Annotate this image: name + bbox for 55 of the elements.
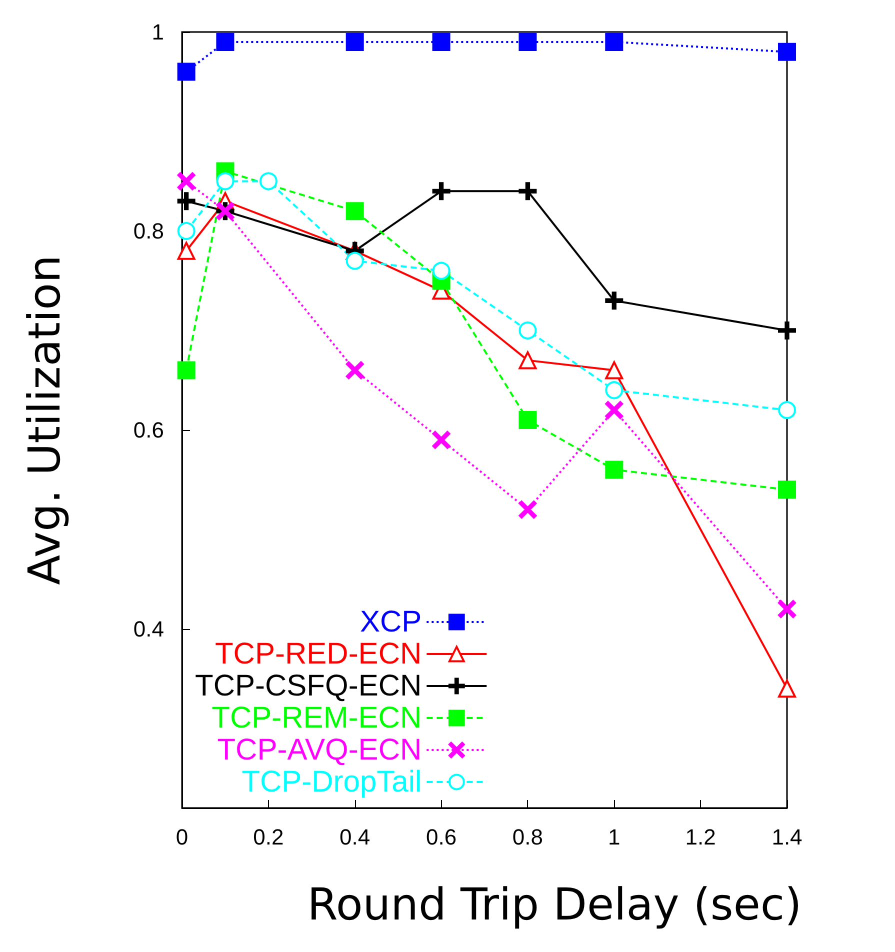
- legend-label: TCP-REM-ECN: [212, 702, 422, 734]
- point: [605, 381, 624, 400]
- x-axis-title: Round Trip Delay (sec): [307, 880, 802, 930]
- point: [518, 351, 537, 370]
- point: [346, 202, 364, 220]
- point: [346, 361, 364, 380]
- point: [259, 172, 278, 190]
- point: [216, 172, 234, 190]
- point: [518, 32, 537, 51]
- x-tick-label: 0.8: [512, 824, 544, 850]
- point: [605, 401, 624, 420]
- x-tick-label: 1.4: [772, 824, 802, 850]
- y-tick-label: 0.8: [133, 218, 164, 244]
- x-tick-label: 0.2: [253, 824, 284, 850]
- legend-label: TCP-AVQ-ECN: [217, 734, 422, 766]
- point: [346, 32, 364, 51]
- x-tick-label: 0.4: [340, 824, 370, 850]
- point: [518, 500, 537, 519]
- point: [177, 192, 196, 210]
- point: [216, 32, 234, 51]
- y-tick-label: 0.6: [133, 417, 164, 442]
- legend-label: TCP-CSFQ-ECN: [195, 670, 422, 702]
- point: [605, 292, 624, 310]
- point: [177, 222, 196, 240]
- point: [518, 411, 537, 429]
- legend-label: TCP-RED-ECN: [214, 638, 422, 670]
- point: [432, 32, 450, 51]
- point: [778, 321, 796, 340]
- x-tick-label: 1.2: [685, 824, 716, 850]
- x-tick-label: 0: [176, 824, 188, 850]
- x-tick-label: 1: [608, 824, 620, 850]
- point: [778, 42, 796, 61]
- legend-label: TCP-DropTail: [242, 766, 422, 798]
- point: [432, 182, 450, 200]
- point: [778, 401, 796, 420]
- point: [432, 430, 450, 449]
- point: [432, 262, 450, 280]
- point: [605, 460, 624, 479]
- y-axis-title: Avg. Utilization: [20, 255, 70, 585]
- point: [518, 321, 537, 340]
- point: [605, 361, 624, 380]
- y-tick-label: 1: [152, 20, 164, 44]
- point: [346, 252, 364, 270]
- legend-label: XCP: [360, 606, 422, 638]
- point: [778, 600, 796, 618]
- point: [177, 62, 196, 81]
- point: [177, 361, 196, 380]
- x-tick-label: 0.6: [426, 824, 457, 850]
- point: [778, 480, 796, 499]
- point: [605, 32, 624, 51]
- point: [177, 172, 196, 190]
- y-tick-label: 0.4: [133, 616, 164, 642]
- point: [177, 242, 196, 260]
- point: [778, 680, 796, 698]
- point: [518, 182, 537, 200]
